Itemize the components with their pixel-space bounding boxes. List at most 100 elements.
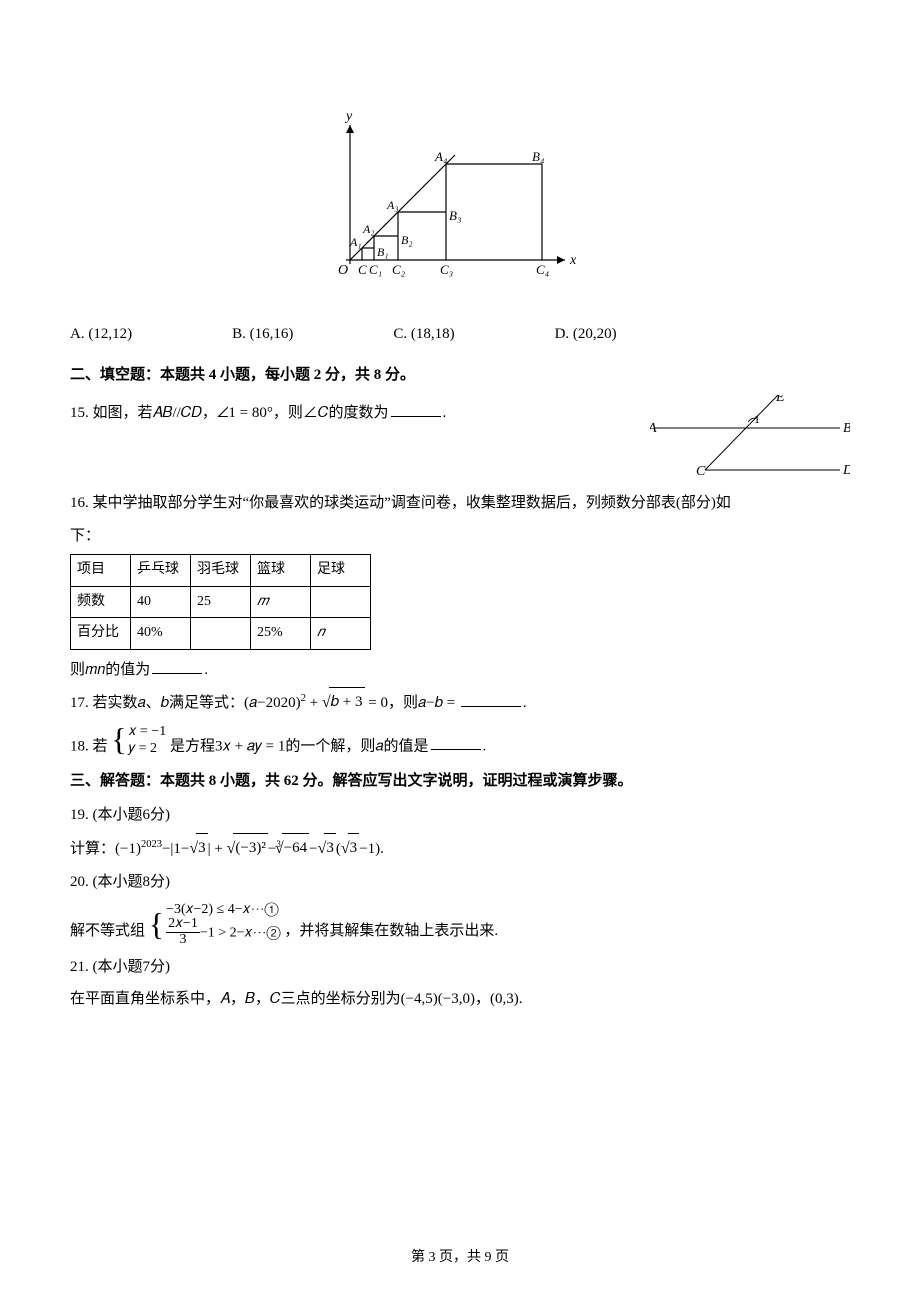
fig15-D: D bbox=[842, 463, 850, 478]
q15-mid: ，则∠𝐶的度数为 bbox=[273, 405, 389, 421]
th-1: 乒乓球 bbox=[131, 555, 191, 587]
q18-sys-top: 𝑥 = −1 bbox=[129, 723, 167, 741]
label-B2: B₂ bbox=[401, 233, 413, 247]
label-A1: A₁ bbox=[349, 235, 362, 249]
th-3: 篮球 bbox=[251, 555, 311, 587]
th-2: 羽毛球 bbox=[191, 555, 251, 587]
choice-B: B. (16,16) bbox=[232, 320, 293, 349]
q18-blank bbox=[431, 735, 481, 750]
q17-blank bbox=[461, 692, 521, 707]
q17-mid2: = 0，则𝑎−𝑏 = bbox=[365, 695, 459, 711]
page-footer: 第 3 页，共 9 页 bbox=[0, 1245, 920, 1272]
q19-sqrt-body2: (−3)² bbox=[233, 833, 267, 863]
td-r1c1: 40 bbox=[131, 586, 191, 618]
table-row: 百分比 40% 25% 𝑛 bbox=[71, 618, 371, 650]
q20-head: 20. (本小题8分) bbox=[70, 868, 850, 897]
q16-suffix: . bbox=[204, 662, 208, 678]
choice-D: D. (20,20) bbox=[555, 320, 617, 349]
q14-svg: y x O C C₁ C₂ C₃ C₄ A₁ A₂ A₃ A₄ B₁ B₂ B₃… bbox=[305, 100, 615, 290]
q16-line2: 下： bbox=[70, 522, 850, 551]
td-r2c4: 𝑛 bbox=[311, 618, 371, 650]
q15-suffix: . bbox=[443, 405, 447, 421]
q19-sqrt3b: 3 bbox=[324, 833, 336, 863]
label-C3: C₃ bbox=[440, 262, 453, 277]
table-row: 频数 40 25 𝑚 bbox=[71, 586, 371, 618]
q19-body: 计算：(−1)2023−|1−√3| + √(−3)²−3√−64−√3(√3−… bbox=[70, 834, 850, 864]
th-4: 足球 bbox=[311, 555, 371, 587]
td-r1c2: 25 bbox=[191, 586, 251, 618]
label-B4: B₄ bbox=[532, 149, 545, 164]
q18-mid: 是方程3𝑥 + 𝑎𝑦 = 1的一个解，则𝑎的值是 bbox=[170, 738, 429, 754]
fig15-1: 1 bbox=[754, 412, 760, 426]
q19-seg4: − bbox=[309, 841, 317, 857]
q21-head: 21. (本小题7分) bbox=[70, 953, 850, 982]
q14-figure: y x O C C₁ C₂ C₃ C₄ A₁ A₂ A₃ A₄ B₁ B₂ B₃… bbox=[70, 100, 850, 290]
label-B1: B₁ bbox=[377, 245, 389, 259]
q19-seg1: −|1− bbox=[162, 841, 189, 857]
label-C1: C₁ bbox=[369, 262, 382, 277]
circled-1-icon: ① bbox=[264, 902, 278, 917]
origin-label: O bbox=[338, 263, 348, 278]
td-r1c0: 频数 bbox=[71, 586, 131, 618]
q14-choices: A. (12,12) B. (16,16) C. (18,18) D. (20,… bbox=[70, 320, 850, 349]
q17-mid1: + bbox=[306, 695, 322, 711]
choice-C: C. (18,18) bbox=[393, 320, 454, 349]
q19-seg6: −1). bbox=[359, 841, 384, 857]
axis-y-label: y bbox=[344, 109, 353, 124]
q16-blank bbox=[152, 659, 202, 674]
label-C: C bbox=[358, 262, 367, 277]
q20-body: 解不等式组 { −3(𝑥−2) ≤ 4−𝑥⋯① 2𝑥−1 3 −1 > 2−𝑥⋯… bbox=[70, 901, 850, 949]
q15-blank bbox=[391, 402, 441, 417]
q17-sqrt-body: 𝑏 + 3 bbox=[329, 687, 365, 717]
table-row: 项目 乒乓球 羽毛球 篮球 足球 bbox=[71, 555, 371, 587]
circled-2-icon: ② bbox=[266, 926, 280, 941]
label-A3: A₃ bbox=[386, 198, 399, 212]
label-A2: A₂ bbox=[362, 222, 375, 236]
choice-A: A. (12,12) bbox=[70, 320, 132, 349]
td-r2c0: 百分比 bbox=[71, 618, 131, 650]
label-B3: B₃ bbox=[449, 208, 461, 223]
q18-sys-bot: 𝑦 = 2 bbox=[129, 740, 167, 758]
q19-sqrt3a: 3 bbox=[196, 833, 208, 863]
th-0: 项目 bbox=[71, 555, 131, 587]
q20-suffix: ，并将其解集在数轴上表示出来. bbox=[284, 923, 498, 939]
q16-table: 项目 乒乓球 羽毛球 篮球 足球 频数 40 25 𝑚 百分比 40% 25% … bbox=[70, 554, 371, 650]
label-C2: C₂ bbox=[392, 262, 406, 277]
label-C4: C₄ bbox=[536, 262, 550, 277]
fig15-B: B bbox=[843, 421, 850, 436]
q18: 18. 若 { 𝑥 = −1 𝑦 = 2 是方程3𝑥 + 𝑎𝑦 = 1的一个解，… bbox=[70, 723, 850, 761]
q16-line1: 16. 某中学抽取部分学生对“你最喜欢的球类运动”调查问卷，收集整理数据后，列频… bbox=[70, 489, 850, 518]
sqrt-icon: √𝑏 + 3 bbox=[322, 688, 365, 718]
fraction: 2𝑥−1 3 bbox=[166, 917, 200, 947]
q20-system: { −3(𝑥−2) ≤ 4−𝑥⋯① 2𝑥−1 3 −1 > 2−𝑥⋯② bbox=[149, 901, 281, 949]
q19-head: 19. (本小题6分) bbox=[70, 801, 850, 830]
q16-after: 则𝑚𝑛的值为. bbox=[70, 656, 850, 685]
fig15-C: C bbox=[696, 464, 706, 479]
q19-prefix: 计算：(−1) bbox=[70, 841, 141, 857]
fig15-E: E bbox=[775, 395, 785, 405]
q18-suffix: . bbox=[483, 738, 487, 754]
q17-prefix: 17. 若实数𝑎、𝑏满足等式：(𝑎−2020) bbox=[70, 695, 301, 711]
label-A4: A₄ bbox=[434, 149, 448, 164]
sqrt-icon: √3 bbox=[341, 834, 359, 864]
fig15-A: A bbox=[650, 421, 657, 436]
q16-after-text: 则𝑚𝑛的值为 bbox=[70, 662, 150, 678]
q19-cbrt-body: −64 bbox=[282, 833, 309, 863]
q19-exp: 2023 bbox=[141, 839, 162, 850]
q15-text: 15. 如图，若𝐴𝐵//𝐶𝐷，∠1 = 80°，则∠𝐶的度数为. bbox=[70, 399, 630, 428]
q19-sqrt3c: 3 bbox=[348, 833, 360, 863]
q15-cond: 𝐴𝐵//𝐶𝐷，∠1 = 80° bbox=[153, 405, 273, 421]
q20-prefix: 解不等式组 bbox=[70, 923, 145, 939]
q18-system: { 𝑥 = −1 𝑦 = 2 bbox=[111, 723, 166, 758]
q20-sys-top: −3(𝑥−2) ≤ 4−𝑥⋯ bbox=[166, 902, 264, 917]
td-r1c3: 𝑚 bbox=[251, 586, 311, 618]
section3-title: 三、解答题：本题共 8 小题，共 62 分。解答应写出文字说明，证明过程或演算步… bbox=[70, 767, 850, 796]
q19-seg2: | + bbox=[208, 841, 227, 857]
sqrt-icon: √(−3)² bbox=[227, 834, 268, 864]
td-r1c4 bbox=[311, 586, 371, 618]
q15-prefix: 15. 如图，若 bbox=[70, 405, 153, 421]
q20-den: 3 bbox=[166, 933, 200, 948]
sqrt-icon: √3 bbox=[189, 834, 207, 864]
td-r2c1: 40% bbox=[131, 618, 191, 650]
td-r2c3: 25% bbox=[251, 618, 311, 650]
